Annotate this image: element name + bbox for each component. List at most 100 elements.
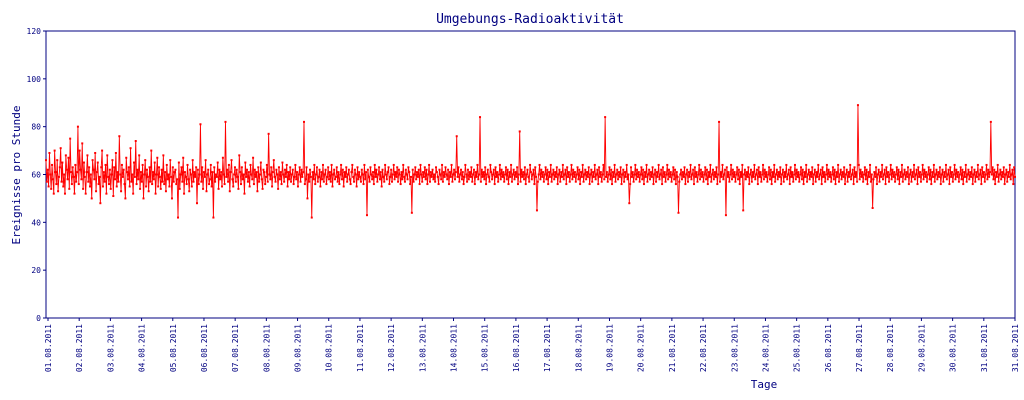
y-tick-label: 80 xyxy=(31,123,41,132)
data-point xyxy=(241,178,244,181)
data-point xyxy=(666,163,669,166)
data-point xyxy=(516,166,519,169)
data-point xyxy=(452,173,455,176)
data-point xyxy=(579,171,582,174)
data-point xyxy=(861,171,864,174)
data-point xyxy=(443,175,446,178)
data-point xyxy=(626,178,629,181)
data-point xyxy=(432,178,435,181)
data-point xyxy=(168,185,171,188)
data-point xyxy=(962,183,965,186)
data-point xyxy=(694,175,697,178)
data-point xyxy=(869,163,872,166)
data-point xyxy=(592,171,595,174)
data-point xyxy=(102,171,105,174)
data-point xyxy=(573,171,576,174)
data-point xyxy=(76,125,79,128)
data-point xyxy=(1005,168,1008,171)
data-point xyxy=(426,183,429,186)
data-point xyxy=(522,171,525,174)
data-point xyxy=(917,166,920,169)
data-point xyxy=(943,171,946,174)
data-point xyxy=(738,183,741,186)
data-point xyxy=(703,173,706,176)
data-point xyxy=(224,120,227,123)
data-point xyxy=(316,180,319,183)
data-point xyxy=(768,166,771,169)
data-point xyxy=(680,168,683,171)
data-point xyxy=(295,178,298,181)
data-point xyxy=(950,175,953,178)
x-tick-label: 07.08.2011 xyxy=(231,324,240,372)
data-point xyxy=(495,175,498,178)
data-point xyxy=(594,178,597,181)
data-point xyxy=(68,187,71,190)
data-point xyxy=(614,180,617,183)
data-point xyxy=(676,175,679,178)
data-point xyxy=(673,178,676,181)
x-tick-label: 02.08.2011 xyxy=(75,324,84,372)
data-point xyxy=(866,183,869,186)
data-point xyxy=(246,180,249,183)
data-point xyxy=(983,180,986,183)
data-point xyxy=(434,180,437,183)
x-tick-label: 31.08.2011 xyxy=(980,324,989,372)
data-point xyxy=(749,173,752,176)
data-point xyxy=(847,171,850,174)
data-point xyxy=(153,161,156,164)
data-point xyxy=(494,166,497,169)
data-point xyxy=(378,178,381,181)
data-point xyxy=(957,180,960,183)
data-point xyxy=(449,175,452,178)
data-point xyxy=(893,171,896,174)
data-point xyxy=(143,173,146,176)
data-point xyxy=(334,175,337,178)
data-point xyxy=(172,180,175,183)
data-point xyxy=(578,168,581,171)
data-point xyxy=(803,171,806,174)
data-point xyxy=(293,175,296,178)
data-point xyxy=(622,168,625,171)
data-point xyxy=(283,180,286,183)
data-point xyxy=(896,178,899,181)
data-point xyxy=(561,163,564,166)
data-point xyxy=(352,175,355,178)
data-point xyxy=(854,175,857,178)
data-point xyxy=(384,163,387,166)
data-point xyxy=(760,180,763,183)
x-tick-label: 14.08.2011 xyxy=(450,324,459,372)
data-point xyxy=(819,168,822,171)
data-point xyxy=(555,166,558,169)
data-point xyxy=(312,178,315,181)
data-point xyxy=(230,159,233,162)
data-point xyxy=(978,173,981,176)
data-point xyxy=(698,163,701,166)
y-axis: 0 20 40 60 80 100 120 xyxy=(27,27,46,323)
data-point xyxy=(133,175,136,178)
data-point xyxy=(204,159,207,162)
data-point xyxy=(69,137,72,140)
series-points xyxy=(45,104,1016,219)
data-point xyxy=(56,159,59,162)
data-point xyxy=(926,173,929,176)
data-point xyxy=(63,192,66,195)
data-point xyxy=(794,178,797,181)
data-point xyxy=(605,175,607,178)
data-point xyxy=(640,166,643,169)
data-point xyxy=(756,183,759,186)
data-point xyxy=(638,180,641,183)
data-point xyxy=(831,173,834,176)
data-point xyxy=(781,168,784,171)
data-point xyxy=(733,171,736,174)
data-point xyxy=(483,178,486,181)
data-point xyxy=(607,173,610,176)
data-point xyxy=(96,161,99,164)
data-point xyxy=(898,183,901,186)
data-point xyxy=(804,175,807,178)
data-point xyxy=(101,185,104,188)
data-point xyxy=(99,202,102,205)
data-point xyxy=(639,173,642,176)
data-point xyxy=(179,173,182,176)
data-point xyxy=(868,175,871,178)
data-point xyxy=(95,190,98,193)
